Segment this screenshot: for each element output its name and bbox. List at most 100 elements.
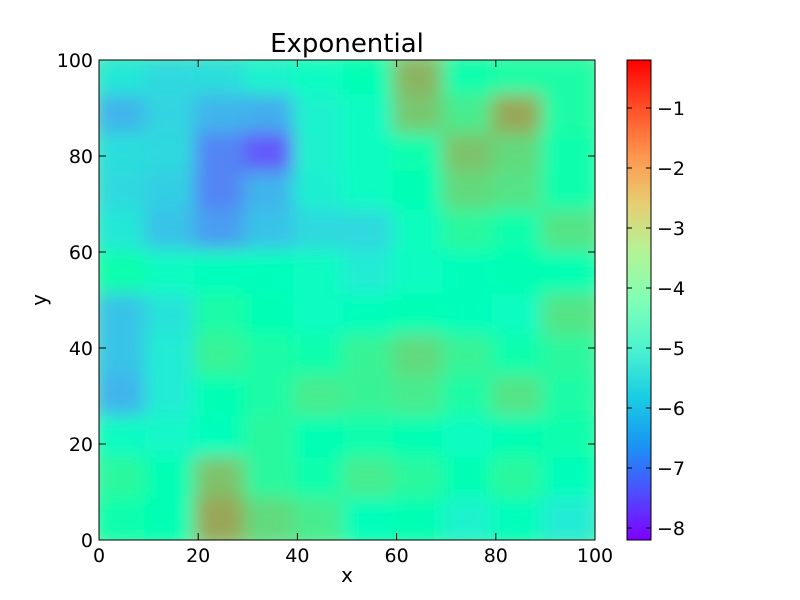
heatmap-cell xyxy=(442,209,500,259)
heatmap-cell xyxy=(293,375,351,424)
heatmap-cell xyxy=(442,334,500,384)
heatmap-cell xyxy=(343,456,401,506)
x-tick-label: 0 xyxy=(93,545,105,567)
heatmap-area xyxy=(99,60,595,540)
heatmap-cell xyxy=(293,293,351,343)
heatmap-cell xyxy=(442,416,500,465)
x-tick-label: 40 xyxy=(285,545,309,567)
heatmap-cell xyxy=(99,497,153,540)
heatmap-cell xyxy=(243,456,302,506)
heatmap-cell xyxy=(392,209,451,259)
heatmap-cell xyxy=(343,334,401,384)
heatmap-cell xyxy=(491,456,550,506)
heatmap-cell xyxy=(243,497,302,540)
heatmap-cell xyxy=(392,334,451,384)
heatmap-cell xyxy=(442,293,500,343)
x-axis-label: x xyxy=(341,563,353,587)
heatmap-cell xyxy=(491,375,550,424)
heatmap-cell xyxy=(99,416,153,465)
heatmap-cell xyxy=(144,456,203,506)
y-tick-label: 0 xyxy=(81,530,93,552)
heatmap-cell xyxy=(343,497,401,540)
y-tick-label: 80 xyxy=(69,146,93,168)
colorbar-tick-label: −6 xyxy=(657,398,685,420)
heatmap-cell xyxy=(293,334,351,384)
colorbar-gradient xyxy=(626,59,652,541)
heatmap-cell xyxy=(144,293,203,343)
colorbar-tick-label: −1 xyxy=(657,98,685,120)
heatmap-cell xyxy=(541,209,595,259)
heatmap-cell xyxy=(293,209,351,259)
y-tick-label: 40 xyxy=(69,338,93,360)
heatmap-cell xyxy=(144,497,203,540)
y-tick-label: 100 xyxy=(57,50,93,72)
y-tick-label: 60 xyxy=(69,242,93,264)
heatmap-cell xyxy=(99,250,153,302)
heatmap-cell xyxy=(243,250,302,302)
y-axis: 0 20 40 60 80 100 xyxy=(57,50,595,552)
heatmap-cell xyxy=(144,416,203,465)
heatmap-cell xyxy=(343,416,401,465)
x-tick-label: 100 xyxy=(577,545,613,567)
heatmap-cell xyxy=(541,375,595,424)
x-axis: 0 20 40 60 80 100 xyxy=(93,60,613,567)
heatmap-cell xyxy=(442,497,500,540)
colorbar-tick-label: −7 xyxy=(657,458,685,480)
heatmap-cell xyxy=(99,334,153,384)
plot-frame xyxy=(98,59,596,541)
y-tick-label: 20 xyxy=(69,434,93,456)
heatmap-cell xyxy=(343,293,401,343)
heatmap-cell xyxy=(392,250,451,302)
heatmap-cell xyxy=(243,334,302,384)
colorbar: −1 −2 −3 −4 −5 −6 −7 −8 xyxy=(626,59,685,541)
heatmap-cell xyxy=(99,293,153,343)
heatmap-cell xyxy=(392,456,451,506)
colorbar-tick-label: −2 xyxy=(657,158,685,180)
heatmap-cell xyxy=(243,209,302,259)
heatmap-cell xyxy=(491,293,550,343)
heatmap-cell xyxy=(491,497,550,540)
heatmap-cell xyxy=(144,250,203,302)
heatmap-cell xyxy=(243,293,302,343)
heatmap-cell xyxy=(293,250,351,302)
heatmap-cell xyxy=(541,416,595,465)
heatmap-cell xyxy=(343,375,401,424)
colorbar-ticks: −1 −2 −3 −4 −5 −6 −7 −8 xyxy=(627,98,685,540)
heatmap-cell xyxy=(392,497,451,540)
heatmap-cell xyxy=(99,375,153,424)
heatmap-cell xyxy=(442,250,500,302)
heatmap-cell xyxy=(99,456,153,506)
heatmap-cell xyxy=(194,250,252,302)
heatmap-cell xyxy=(541,456,595,506)
heatmap-cell xyxy=(99,209,153,259)
heatmap-cell xyxy=(392,375,451,424)
heatmap-cell xyxy=(194,497,252,540)
heatmap-cell xyxy=(243,375,302,424)
heatmap-cell xyxy=(194,375,252,424)
heatmap-cell xyxy=(144,375,203,424)
colorbar-tick-label: −3 xyxy=(657,218,685,240)
heatmap-cell xyxy=(194,209,252,259)
heatmap-cell xyxy=(442,375,500,424)
heatmap-cell xyxy=(343,209,401,259)
heatmap-cell xyxy=(144,209,203,259)
colorbar-tick-label: −4 xyxy=(657,278,685,300)
x-tick-label: 60 xyxy=(385,545,409,567)
x-tick-label: 20 xyxy=(186,545,210,567)
heatmap-cell xyxy=(293,497,351,540)
heatmap-cell xyxy=(194,456,252,506)
colorbar-tick-label: −5 xyxy=(657,338,685,360)
chart-title: Exponential xyxy=(270,29,424,59)
heatmap-cell xyxy=(293,416,351,465)
heatmap-cell xyxy=(194,416,252,465)
heatmap-cell xyxy=(243,416,302,465)
heatmap-cell xyxy=(491,334,550,384)
heatmap-cell xyxy=(491,209,550,259)
heatmap-cell xyxy=(541,497,595,540)
heatmap-cell xyxy=(343,250,401,302)
heatmap-cell xyxy=(491,250,550,302)
heatmap-cells xyxy=(99,60,595,540)
x-tick-label: 80 xyxy=(484,545,508,567)
heatmap-cell xyxy=(144,334,203,384)
